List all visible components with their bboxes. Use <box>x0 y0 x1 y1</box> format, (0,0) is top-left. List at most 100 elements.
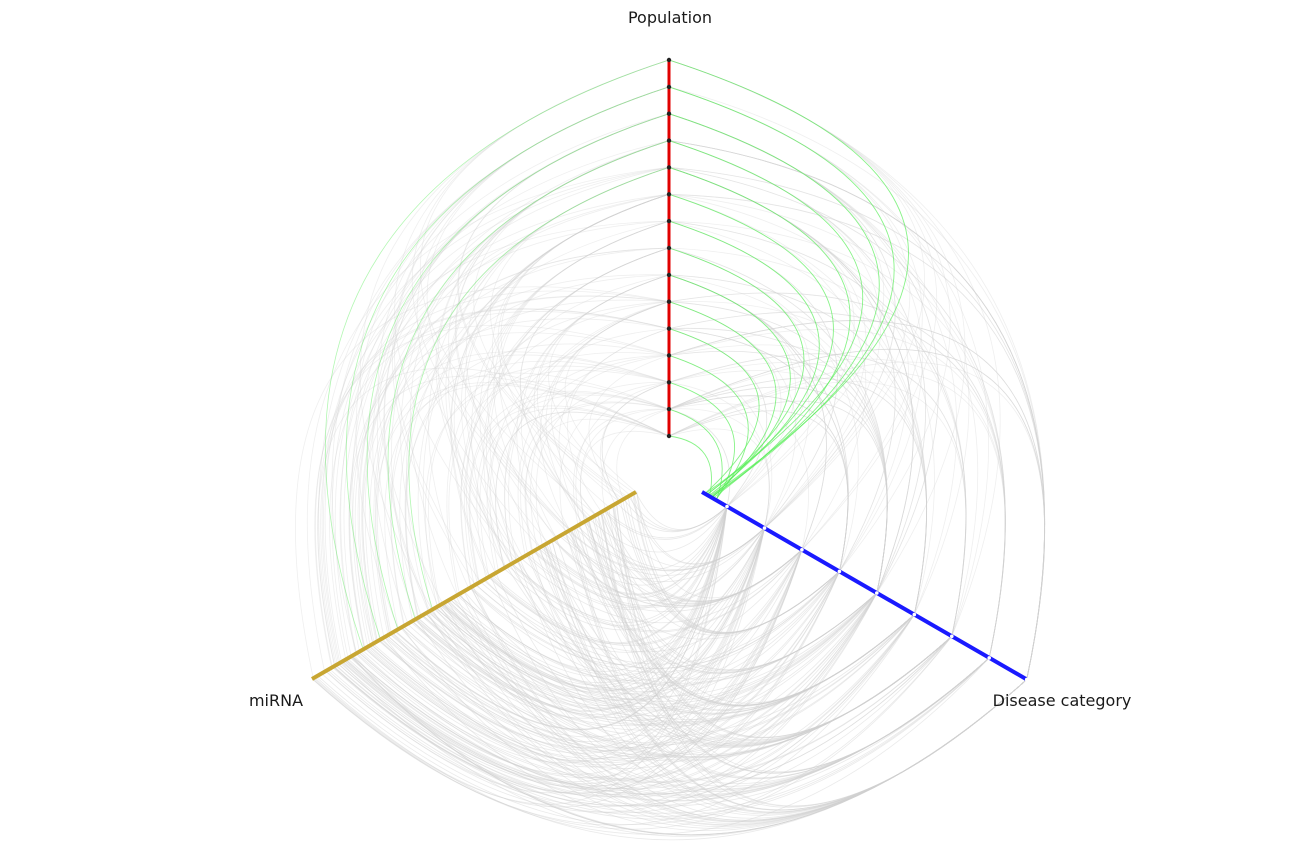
edge-mirna-disease <box>446 506 728 683</box>
edge-mirna-disease <box>492 527 765 645</box>
edge-mirna-disease <box>472 586 1027 821</box>
edge-mirna-disease <box>435 506 728 693</box>
edge-mirna-disease <box>490 527 765 647</box>
edge-population-disease <box>668 193 927 615</box>
edge-mirna-disease <box>342 614 915 798</box>
edge-mirna-disease <box>335 657 990 814</box>
edge-population-mirna <box>580 431 670 522</box>
edge-population-disease <box>668 328 1006 658</box>
edge-highlight <box>668 354 749 501</box>
edge-population-mirna <box>306 167 670 672</box>
edge-mirna-disease <box>458 506 728 672</box>
edge-population-disease <box>668 140 1045 680</box>
edge-mirna-disease <box>568 527 765 576</box>
edge-population-mirna <box>355 86 670 630</box>
edge-mirna-disease <box>342 571 840 790</box>
edge-population-mirna <box>455 140 670 531</box>
edge-population-disease <box>668 167 914 594</box>
node-disease-category <box>1024 677 1029 682</box>
edge-population-mirna <box>448 369 670 595</box>
edge-population-mirna <box>575 381 670 525</box>
edge-mirna-disease <box>356 592 878 781</box>
edge-mirna-disease <box>553 539 803 608</box>
edge-mirna-disease <box>430 527 765 702</box>
edge-mirna-disease <box>422 527 765 709</box>
edge-population-mirna <box>354 295 670 646</box>
edge-mirna-disease <box>437 592 878 708</box>
edge-mirna-disease <box>539 547 990 780</box>
edge-mirna-disease <box>628 496 728 531</box>
edge-population-mirna <box>329 311 670 660</box>
edge-mirna-disease <box>369 592 878 769</box>
node-population <box>666 84 672 90</box>
edge-population-mirna <box>516 274 670 544</box>
edge-mirna-disease <box>471 571 840 673</box>
edge-population-mirna <box>317 308 670 667</box>
edge-population-disease <box>668 328 849 572</box>
edge-population-mirna <box>426 86 670 531</box>
edge-population-mirna <box>525 402 670 552</box>
edge-population-mirna <box>535 381 670 547</box>
edge-mirna-disease <box>353 654 1027 835</box>
edge-population-disease <box>668 59 1045 680</box>
edge-population-mirna <box>358 140 670 644</box>
edge-mirna-disease <box>579 524 953 741</box>
edge-mirna-disease <box>345 571 840 786</box>
edge-mirna-disease <box>443 506 728 686</box>
edge-highlight <box>387 140 670 620</box>
edge-mirna-disease <box>350 549 803 779</box>
edge-mirna-disease <box>447 549 803 690</box>
edge-mirna-disease <box>542 506 728 595</box>
edge-population-mirna <box>486 394 670 574</box>
edge-population-mirna <box>450 193 670 578</box>
edge-population-mirna <box>479 220 670 558</box>
edge-population-mirna <box>495 411 670 569</box>
edge-mirna-disease <box>460 593 1027 822</box>
edge-population-mirna <box>454 140 670 533</box>
edge-mirna-disease <box>517 560 878 680</box>
edge-mirna-disease <box>627 496 840 634</box>
edge-mirna-disease <box>541 506 728 596</box>
edge-mirna-disease <box>435 549 803 701</box>
node-disease-category <box>987 656 991 660</box>
edge-mirna-disease <box>347 592 878 789</box>
edge-mirna-disease <box>441 527 765 691</box>
edge-mirna-disease <box>469 587 878 686</box>
edge-mirna-disease <box>333 549 803 794</box>
node-population <box>666 192 672 197</box>
edge-population-disease <box>668 381 770 529</box>
edge-mirna-disease <box>569 506 728 571</box>
edge-population-disease <box>668 311 1006 658</box>
edge-mirna-disease <box>616 502 728 533</box>
edge-mirna-disease <box>400 627 990 796</box>
edge-mirna-disease <box>544 544 990 779</box>
edge-mirna-disease <box>429 611 915 725</box>
edge-population-disease <box>668 274 927 615</box>
edge-mirna-disease <box>333 614 915 807</box>
edge-mirna-disease <box>416 618 1027 828</box>
edge-population-disease <box>668 140 1045 680</box>
edge-population-disease <box>668 86 1045 680</box>
edge-mirna-disease <box>312 636 953 830</box>
edge-population-mirna <box>357 193 670 644</box>
edge-population-mirna <box>340 113 670 654</box>
edge-mirna-disease <box>614 504 990 773</box>
edge-population-mirna <box>567 328 670 513</box>
edge-mirna-disease <box>533 549 803 612</box>
edge-population-mirna <box>458 113 670 499</box>
edge-population-mirna <box>550 301 670 516</box>
edge-mirna-disease <box>552 506 728 586</box>
edge-mirna-disease <box>623 498 728 532</box>
edge-mirna-disease <box>411 571 840 727</box>
edge-population-mirna <box>500 193 670 503</box>
edge-mirna-disease <box>365 528 765 761</box>
edge-mirna-disease <box>371 549 803 760</box>
edge-population-mirna <box>331 86 670 654</box>
edge-mirna-disease <box>344 657 990 807</box>
edge-mirna-disease <box>463 591 1027 822</box>
edge-population-mirna <box>390 299 670 627</box>
edge-mirna-disease <box>483 527 765 653</box>
edge-mirna-disease <box>447 600 990 790</box>
edge-mirna-disease <box>432 609 1027 826</box>
